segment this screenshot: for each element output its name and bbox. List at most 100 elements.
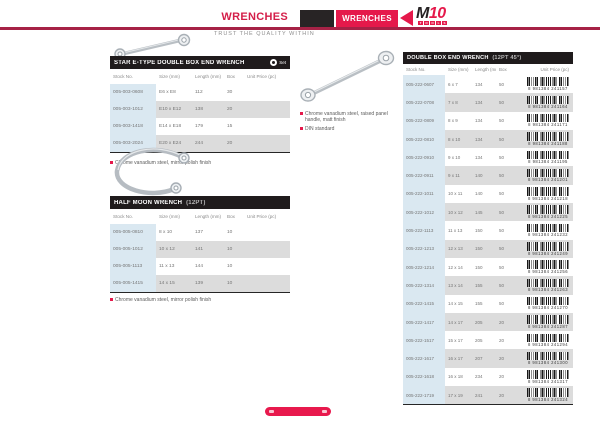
table-cell: 17 x 19 xyxy=(448,392,463,398)
barcode: 8 981384 241294 xyxy=(527,333,569,347)
table-cell: 50 xyxy=(499,301,505,307)
table-cell: 8 981384 241232 xyxy=(511,223,573,237)
barcode-number: 8 981384 241300 xyxy=(527,360,569,366)
header-rule xyxy=(0,27,600,30)
barcode-number: 8 981384 241270 xyxy=(527,305,569,311)
table-cell: 8 981384 241270 xyxy=(511,296,573,311)
section-title: STAR E-TYPE DOUBLE BOX END WRENCH xyxy=(114,59,245,66)
table-cell: 005-222-0708 xyxy=(403,93,445,112)
table-cell: 112 xyxy=(195,90,203,95)
header-dark-block xyxy=(300,10,334,27)
table-cell: 005-222-1415 xyxy=(403,294,445,313)
barcode: 8 981384 241270 xyxy=(527,296,569,311)
table-cell: 005-005-0810 xyxy=(110,224,156,241)
table-cell: 50 xyxy=(499,118,505,124)
table-cell: 20 xyxy=(499,356,505,362)
header-banner-tab: WRENCHES xyxy=(336,10,398,27)
section-title: DOUBLE BOX END WRENCH (12PT 45°) xyxy=(407,55,569,61)
barcode: 8 981384 241164 xyxy=(527,95,569,109)
barcode: 8 981384 241218 xyxy=(527,187,569,201)
table-cell: 10 xyxy=(227,264,233,269)
barcode-number: 8 981384 241218 xyxy=(527,195,569,201)
table-cell: 8 981384 241164 xyxy=(511,95,573,109)
barcode-stripes xyxy=(527,113,569,123)
barcode-stripes xyxy=(527,351,569,361)
barcode-number: 8 981384 241317 xyxy=(527,378,569,384)
table-cell: E10 x E12 xyxy=(159,107,182,112)
table-cell: 10 xyxy=(227,247,233,252)
table-cell: Box xyxy=(227,74,235,79)
barcode-stripes xyxy=(527,205,569,214)
table-cell: 005-222-1214 xyxy=(403,257,445,277)
barcode-number: 8 981384 241287 xyxy=(527,323,569,329)
star-etype-table: Stock No. Size (mm) Length (mm) Box Unit Pri… xyxy=(110,69,290,153)
table-cell: 150 xyxy=(475,264,483,270)
table-cell: 155 xyxy=(475,301,483,307)
section-title-main: HALF MOON WRENCH xyxy=(114,199,183,206)
table-cell: 13 x 14 xyxy=(448,282,463,288)
table-cell: Stock No. xyxy=(113,74,133,79)
barcode-stripes xyxy=(527,168,569,178)
table-cell: 144 xyxy=(195,264,204,269)
table-cell: Box xyxy=(227,214,235,219)
table-cell: 005-222-0607 xyxy=(403,75,445,94)
table-cell: 140 xyxy=(475,173,483,179)
table-cell: 005-222-0809 xyxy=(403,111,445,130)
footer-page-pill xyxy=(265,407,331,416)
table-row: 005-222-1012 10 x 12 145 50 8 981384 241225 xyxy=(403,203,573,222)
table-cell: 7 x 8 xyxy=(448,99,458,105)
logo-letter-block: S xyxy=(442,21,447,25)
table-cell: 8 981384 241294 xyxy=(511,333,573,347)
table-row: 005-222-1314 13 x 14 155 50 8 981384 241263 xyxy=(403,276,573,295)
barcode: 8 981384 241157 xyxy=(527,77,569,91)
barcode: 8 981384 241232 xyxy=(527,223,569,237)
table-cell: 15 xyxy=(227,124,233,129)
table-row: 005-222-1213 12 x 13 150 50 8 981384 241249 xyxy=(403,239,573,258)
barcode-stripes xyxy=(527,95,569,105)
table-row: 005-005-1012 10 x 12 141 10 xyxy=(110,241,290,258)
table-cell: 005-222-1314 xyxy=(403,276,445,295)
table-cell: 8 981384 241218 xyxy=(511,187,573,201)
table-cell: 20 xyxy=(499,374,505,380)
table-cell: 005-222-0910 xyxy=(403,148,445,167)
bullet-icon xyxy=(300,112,303,115)
barcode-number: 8 981384 241324 xyxy=(527,396,569,402)
barcode-stripes xyxy=(527,388,569,397)
table-cell: 179 xyxy=(195,124,204,129)
barcode-number: 8 981384 241195 xyxy=(528,159,568,165)
barcode: 8 981384 241171 xyxy=(527,113,569,127)
section-title-suffix: (12PT 45°) xyxy=(492,55,522,61)
barcode: 8 981384 241324 xyxy=(527,388,569,402)
logo-letter-block: O xyxy=(424,21,429,25)
double-box-note-2: DIN standard xyxy=(300,126,396,132)
barcode-number: 8 981384 241249 xyxy=(527,250,569,256)
half-moon-table: Stock No. Size (mm) Length (mm) Box Unit Pri… xyxy=(110,209,290,293)
barcode-stripes xyxy=(527,132,569,141)
table-cell: Length (mm) xyxy=(475,67,496,72)
barcode: 8 981384 241195 xyxy=(527,150,569,165)
table-cell: 005-222-0810 xyxy=(403,129,445,149)
table-row: 005-005-0810 8 x 10 137 10 xyxy=(110,224,290,241)
e-torx-icon xyxy=(270,59,278,66)
barcode: 8 981384 241287 xyxy=(527,315,569,329)
table-cell: 6 x 7 xyxy=(448,81,458,87)
table-cell: Stock No. xyxy=(406,67,426,72)
note-text: Chrome vanadium steel, raised panel hand… xyxy=(305,111,388,123)
table-row: 005-222-0910 9 x 10 134 50 8 981384 241195 xyxy=(403,148,573,167)
table-row: 005-222-1617 16 x 17 207 20 8 981384 241300 xyxy=(403,349,573,368)
table-cell: 005-222-1618 xyxy=(403,367,445,387)
table-cell: E14 x E18 xyxy=(159,124,182,129)
table-cell: 134 xyxy=(475,136,483,142)
table-row: 005-005-1113 11 x 13 144 10 xyxy=(110,258,290,275)
table-cell: 20 xyxy=(499,392,505,398)
barcode: 8 981384 241188 xyxy=(527,132,569,146)
table-cell: 8 981384 241157 xyxy=(511,77,573,91)
table-cell: 8 981384 241300 xyxy=(511,351,573,366)
table-cell: 005-222-0911 xyxy=(403,166,445,185)
table-cell: 10 xyxy=(227,230,233,235)
table-cell: 134 xyxy=(475,118,483,124)
table-cell: 8 x 9 xyxy=(448,118,458,124)
